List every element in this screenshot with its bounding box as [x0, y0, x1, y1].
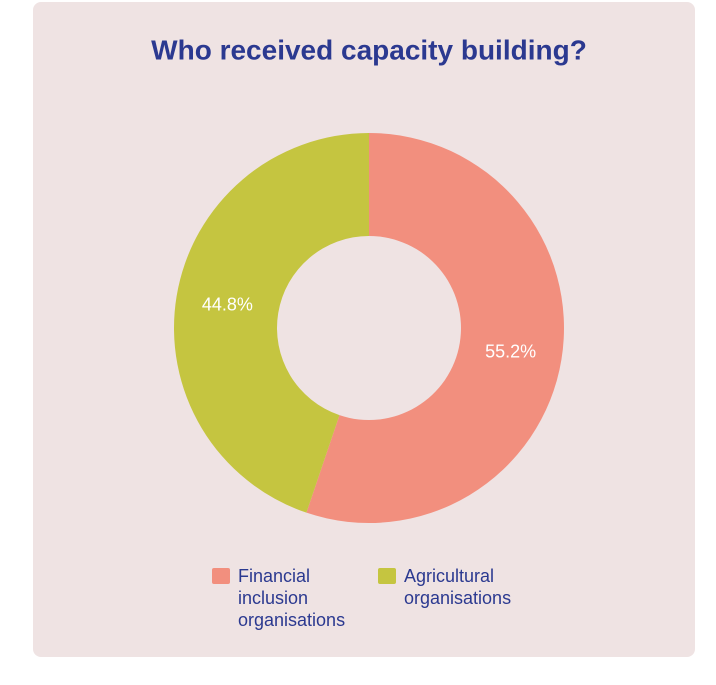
- chart-title: Who received capacity building?: [151, 34, 587, 65]
- legend-swatch: [378, 568, 396, 584]
- value-label: 44.8%: [202, 295, 253, 315]
- donut-slice: [174, 133, 369, 513]
- legend-swatch: [212, 568, 230, 584]
- donut-slice: [306, 133, 565, 524]
- card: [33, 2, 695, 657]
- legend-label: Agricultural organisations: [404, 566, 512, 608]
- value-label: 55.2%: [485, 341, 536, 361]
- legend-label: Financial inclusion organisations: [238, 566, 346, 630]
